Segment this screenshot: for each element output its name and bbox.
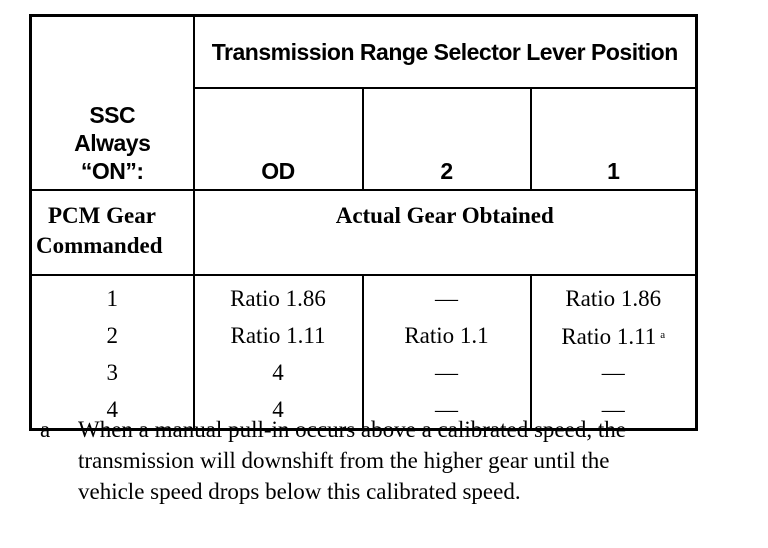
one-column: Ratio 1.86 Ratio 1.11 a — — — [529, 274, 698, 431]
cell: Ratio 1.86 — [565, 286, 662, 311]
cell: Ratio 1.11 a — [532, 317, 696, 354]
cell: — — [435, 397, 458, 422]
actual-gear-header: Actual Gear Obtained — [192, 189, 698, 276]
commanded-column: 1 2 3 4 — [29, 274, 195, 431]
cell: 4 — [272, 360, 284, 385]
cell: 1 — [106, 286, 119, 311]
position-header-2: 2 — [361, 87, 532, 191]
od-column: Ratio 1.86 Ratio 1.11 4 4 — [192, 274, 364, 431]
pcm-gear-header: PCM Gear Commanded — [29, 189, 195, 276]
corner-line: Always — [74, 130, 151, 156]
position-header-od: OD — [192, 87, 364, 191]
cell: Ratio 1.1 — [404, 323, 489, 348]
pcm-line: PCM Gear — [48, 203, 156, 228]
footnote-mark: a — [40, 417, 51, 442]
footnote-ref: a — [660, 329, 666, 341]
cell: — — [601, 397, 625, 422]
cell: 2 — [106, 323, 119, 348]
position-header-1: 1 — [529, 87, 698, 191]
cell: 3 — [106, 360, 119, 385]
cell: 4 — [106, 397, 119, 422]
corner-line: SSC — [89, 102, 136, 128]
cell: 4 — [272, 397, 284, 422]
cell: — — [435, 286, 458, 311]
cell: Ratio 1.11 — [230, 323, 326, 348]
cell: — — [601, 360, 625, 385]
cell: Ratio 1.86 — [230, 286, 326, 311]
two-column: — Ratio 1.1 — — — [361, 274, 532, 431]
group-header: Transmission Range Selector Lever Positi… — [192, 14, 698, 89]
gear-table: SSC Always “ON”: Transmission Range Sele… — [29, 14, 698, 431]
cell-text: Ratio 1.11 — [561, 324, 657, 349]
group-header-text: Transmission Range Selector Lever Positi… — [211, 39, 678, 65]
cell: — — [435, 360, 458, 385]
pcm-line: Commanded — [36, 233, 163, 258]
footnote-text: When a manual pull-in occurs above a cal… — [78, 417, 626, 504]
corner-line: “ON”: — [80, 158, 144, 184]
ssc-corner-cell: SSC Always “ON”: — [29, 14, 195, 191]
